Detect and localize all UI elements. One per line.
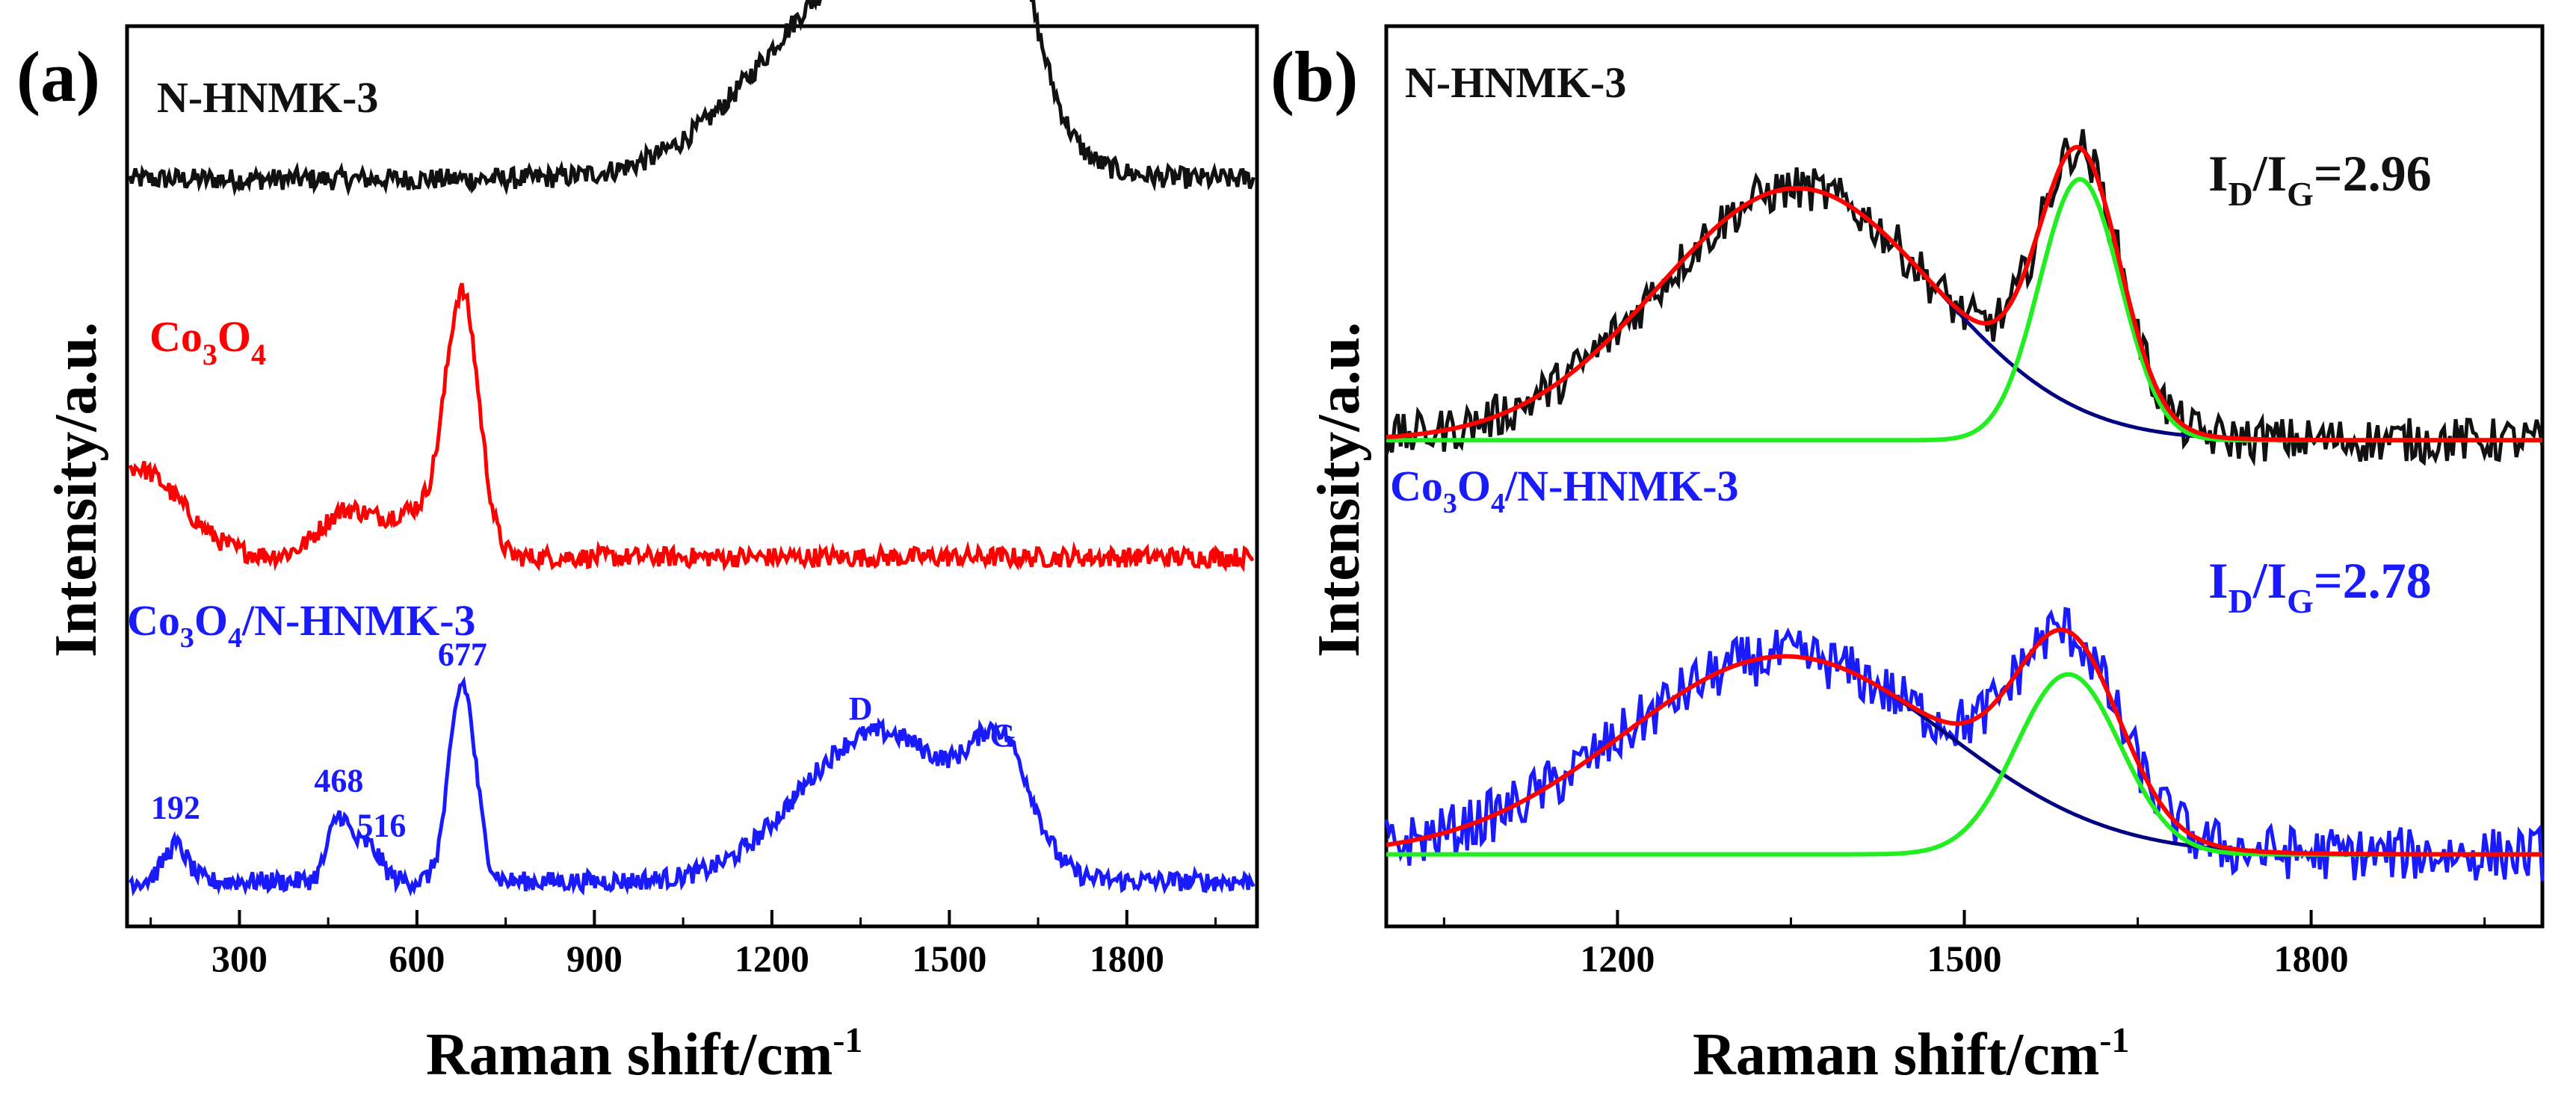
xtick-label-a: 1500 xyxy=(912,938,986,979)
panel-a-ylabel: Intensity/a.u. xyxy=(43,322,109,657)
ratio-label-co3o4-nhnmk3: ID/IG=2.78 xyxy=(2208,552,2432,620)
label-n-hnmk3-b: N-HNMK-3 xyxy=(1405,58,1626,107)
ratio-label-n-hnmk3: ID/IG=2.96 xyxy=(2208,145,2432,213)
label-co3o4-nhnmk3-b: Co3O4/N-HNMK-3 xyxy=(1390,462,1739,519)
series-line-a-1 xyxy=(128,282,1255,573)
panel-b-traces xyxy=(1384,129,2545,882)
series-line-b-0 xyxy=(1384,129,2545,467)
peak-annotation-677: 677 xyxy=(438,637,487,673)
panel-b: 1200 1500 1800 N-HNMK-3 Co3O4/N-HNMK-3 ID/… xyxy=(1306,24,2545,1088)
fit-sum-0 xyxy=(1386,144,2542,443)
xtick-label-a: 1200 xyxy=(735,938,809,979)
panel-b-xlabel: Raman shift/cm-1 xyxy=(1693,1021,2129,1088)
series-line-b-1 xyxy=(1384,607,2545,882)
peak-annotation-G: G xyxy=(989,717,1015,754)
panel-b-letter: (b) xyxy=(1270,37,1358,117)
panel-a-xlabel: Raman shift/cm-1 xyxy=(426,1021,862,1088)
xtick-label-b: 1800 xyxy=(2274,938,2349,979)
xtick-label-a: 900 xyxy=(566,938,623,979)
panel-a-frame xyxy=(125,24,1259,929)
xtick-label-b: 1500 xyxy=(1927,938,2002,979)
peak-annotation-468: 468 xyxy=(314,762,363,799)
xtick-label-b: 1200 xyxy=(1580,938,1655,979)
series-line-a-0 xyxy=(128,0,1255,196)
fit-g-band-1 xyxy=(1386,672,2542,857)
label-n-hnmk3-a: N-HNMK-3 xyxy=(157,73,378,122)
fit-sum-1 xyxy=(1386,627,2542,857)
xtick-label-a: 600 xyxy=(389,938,445,979)
panel-b-ticks: 1200 1500 1800 xyxy=(1442,910,2486,979)
label-co3o4-a: Co3O4 xyxy=(149,312,266,371)
panel-a-peak-annotations: 192 468 516 677 D G xyxy=(151,637,1016,844)
xtick-label-a: 1800 xyxy=(1090,938,1164,979)
panel-a-traces xyxy=(128,0,1255,897)
peak-annotation-516: 516 xyxy=(356,808,406,844)
peak-annotation-D: D xyxy=(849,690,873,727)
panel-b-ylabel: Intensity/a.u. xyxy=(1306,322,1372,657)
peak-annotation-192: 192 xyxy=(151,789,200,826)
panel-a: 300 600 900 1200 1500 1800 N-HNMK-3 Co3O4 Co3… xyxy=(43,0,1259,1088)
series-line-a-2 xyxy=(128,676,1255,897)
xtick-label-a: 300 xyxy=(211,938,268,979)
panel-a-ticks: 300 600 900 1200 1500 1800 xyxy=(149,910,1217,979)
label-co3o4-nhnmk3-a: Co3O4/N-HNMK-3 xyxy=(127,596,476,654)
panel-a-letter: (a) xyxy=(16,37,100,117)
fit-d-band-1 xyxy=(1386,654,2542,857)
